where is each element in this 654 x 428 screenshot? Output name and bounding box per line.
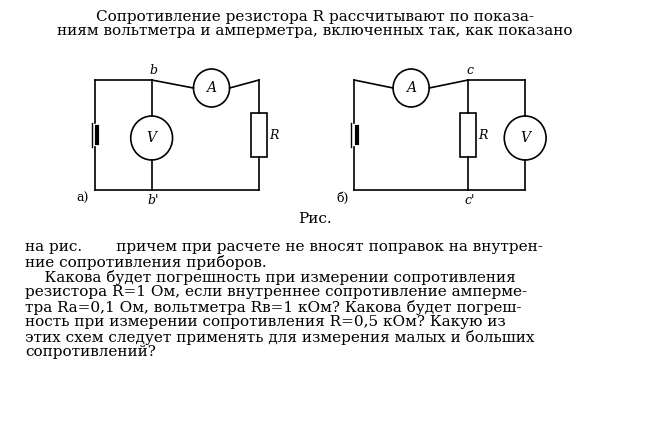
Text: R: R: [269, 128, 279, 142]
Text: б): б): [336, 192, 349, 205]
Bar: [251, 113, 267, 157]
Text: R: R: [479, 128, 488, 142]
Text: тра Rа=0,1 Ом, вольтметра Rв=1 кОм? Какова будет погреш-: тра Rа=0,1 Ом, вольтметра Rв=1 кОм? Како…: [26, 300, 522, 315]
Text: Сопротивление резистора R рассчитывают по показа-: Сопротивление резистора R рассчитывают п…: [96, 10, 534, 24]
Text: этих схем следует применять для измерения малых и больших: этих схем следует применять для измерени…: [26, 330, 535, 345]
Text: на рис.       причем при расчете не вносят поправок на внутрен-: на рис. причем при расчете не вносят поп…: [26, 240, 543, 254]
Text: A: A: [207, 81, 216, 95]
Text: а): а): [77, 192, 89, 205]
Text: сопротивлений?: сопротивлений?: [26, 345, 156, 359]
Text: ние сопротивления приборов.: ние сопротивления приборов.: [26, 255, 267, 270]
Text: ниям вольтметра и амперметра, включенных так, как показано: ниям вольтметра и амперметра, включенных…: [58, 24, 573, 38]
Text: резистора R=1 Ом, если внутреннее сопротивление амперме-: резистора R=1 Ом, если внутреннее сопрот…: [26, 285, 527, 299]
Text: ность при измерении сопротивления R=0,5 кОм? Какую из: ность при измерении сопротивления R=0,5 …: [26, 315, 506, 329]
Text: Рис.: Рис.: [298, 212, 332, 226]
Text: A: A: [406, 81, 416, 95]
Text: b': b': [148, 194, 159, 207]
Text: c: c: [466, 64, 473, 77]
Bar: [460, 113, 476, 157]
Text: V: V: [520, 131, 530, 145]
Text: c': c': [465, 194, 475, 207]
Text: Какова будет погрешность при измерении сопротивления: Какова будет погрешность при измерении с…: [26, 270, 516, 285]
Text: V: V: [146, 131, 157, 145]
Text: b: b: [150, 64, 158, 77]
